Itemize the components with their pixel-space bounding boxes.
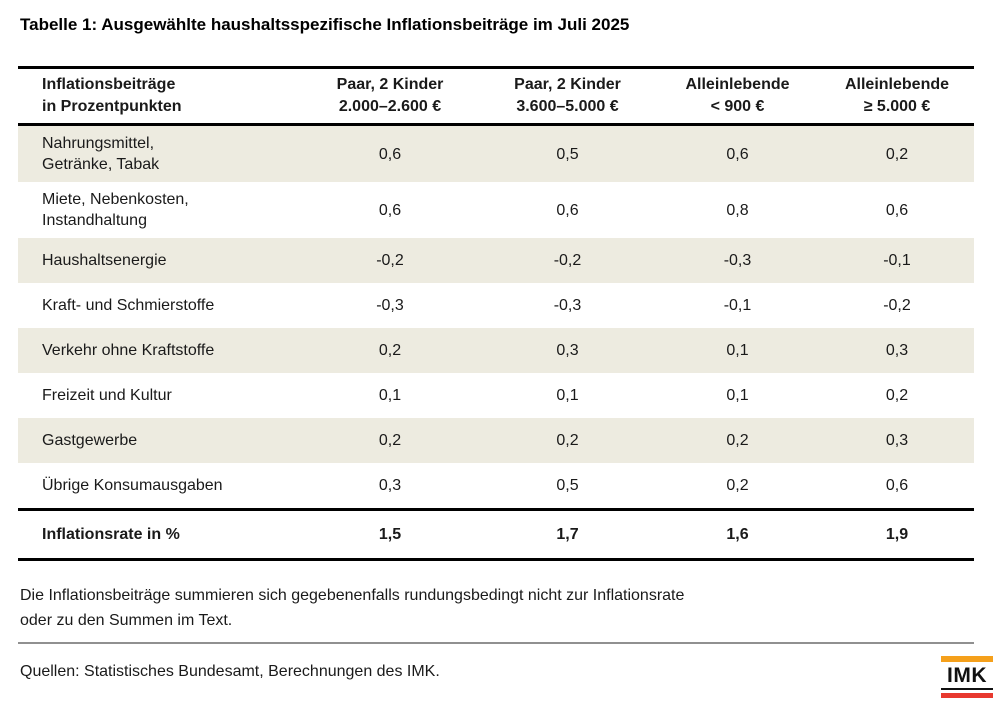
row-label: Kraft- und Schmierstoffe (42, 297, 215, 314)
row-label: Gastgewerbe (42, 432, 138, 449)
row-label: Haushaltsenergie (42, 252, 167, 269)
source-row: Quellen: Statistisches Bundesamt, Berech… (20, 656, 993, 698)
cell-value: 0,1 (556, 387, 579, 404)
cell-value: 0,6 (885, 477, 909, 494)
cell-value: 0,3 (378, 477, 402, 494)
cell-value: -0,2 (883, 297, 911, 314)
header-col-allein-unter-900: Alleinlebende < 900 € (655, 67, 820, 126)
total-cell-value: 1,7 (480, 508, 655, 561)
cell-value: 0,1 (726, 387, 749, 404)
source-divider-line (18, 642, 974, 644)
cell-value: -0,3 (376, 297, 404, 314)
cell-value: -0,2 (376, 252, 404, 269)
source-text: Quellen: Statistisches Bundesamt, Berech… (20, 663, 440, 680)
cell-value: -0,1 (723, 297, 752, 314)
table-row-gastgewerbe: Gastgewerbe 0,2 0,2 0,2 0,3 (18, 418, 974, 463)
cell-value: 0,5 (556, 145, 579, 163)
cell-value: 0,6 (885, 201, 909, 219)
header-col-paar-2000-2600: Paar, 2 Kinder 2.000–2.600 € (300, 67, 480, 126)
table-row-haushaltsenergie: Haushaltsenergie -0,2 -0,2 -0,3 -0,1 (18, 238, 974, 283)
imk-logo-orange-bar (941, 656, 993, 662)
imk-logo: IMK (941, 656, 993, 698)
table-row-freizeit: Freizeit und Kultur 0,1 0,1 0,1 0,2 (18, 373, 974, 418)
row-label: Freizeit und Kultur (42, 387, 172, 404)
cell-value: -0,3 (723, 252, 752, 269)
total-cell-value: 1,9 (820, 508, 974, 561)
cell-value: 0,1 (726, 342, 749, 359)
cell-value: 0,2 (726, 477, 749, 494)
cell-value: 0,2 (726, 432, 749, 449)
table-title: Tabelle 1: Ausgewählte haushaltsspezifis… (20, 15, 630, 34)
cell-value: -0,1 (883, 252, 911, 269)
header-row-label: Inflationsbeiträge in Prozentpunkten (18, 67, 300, 126)
inflation-contributions-table: Inflationsbeiträge in Prozentpunkten Paa… (18, 66, 974, 561)
row-label: Verkehr ohne Kraftstoffe (42, 342, 215, 359)
table-header-row: Inflationsbeiträge in Prozentpunkten Paa… (18, 67, 974, 126)
cell-value: 0,8 (726, 201, 749, 219)
cell-value: 0,6 (378, 145, 402, 163)
cell-value: 0,2 (885, 387, 909, 404)
cell-value: 0,2 (556, 432, 579, 449)
cell-value: 0,6 (726, 145, 749, 163)
table-row-verkehr: Verkehr ohne Kraftstoffe 0,2 0,3 0,1 0,3 (18, 328, 974, 373)
cell-value: -0,3 (553, 297, 582, 314)
table-row-kraftstoffe: Kraft- und Schmierstoffe -0,3 -0,3 -0,1 … (18, 283, 974, 328)
row-label: Übrige Konsumausgaben (42, 477, 223, 494)
table-row-miete: Miete, Nebenkosten, Instandhaltung 0,6 0… (18, 182, 974, 238)
imk-logo-text: IMK (941, 664, 993, 690)
cell-value: 0,5 (556, 477, 579, 494)
row-label: Miete, Nebenkosten, Instandhaltung (42, 191, 189, 229)
cell-value: 0,3 (556, 342, 579, 359)
cell-value: 0,6 (556, 201, 579, 219)
cell-value: 0,3 (885, 432, 909, 449)
imk-logo-red-bar (941, 693, 993, 698)
rounding-footnote: Die Inflationsbeiträge summieren sich ge… (20, 587, 685, 629)
table-row-uebrige: Übrige Konsumausgaben 0,3 0,5 0,2 0,6 (18, 463, 974, 510)
cell-value: -0,2 (553, 252, 582, 269)
cell-value: 0,6 (378, 201, 402, 219)
total-row-label: Inflationsrate in % (18, 508, 300, 561)
cell-value: 0,2 (378, 432, 402, 449)
cell-value: 0,1 (378, 387, 402, 404)
table-row-inflationsrate-total: Inflationsrate in % 1,5 1,7 1,6 1,9 (18, 508, 974, 561)
cell-value: 0,2 (378, 342, 402, 359)
header-col-paar-3600-5000: Paar, 2 Kinder 3.600–5.000 € (480, 67, 655, 126)
table-row-nahrungsmittel: Nahrungsmittel, Getränke, Tabak 0,6 0,5 … (18, 124, 974, 182)
row-label: Nahrungsmittel, Getränke, Tabak (42, 135, 160, 173)
cell-value: 0,2 (885, 145, 909, 163)
header-col-allein-ueber-5000: Alleinlebende ≥ 5.000 € (820, 67, 974, 126)
total-cell-value: 1,6 (655, 508, 820, 561)
cell-value: 0,3 (885, 342, 909, 359)
total-cell-value: 1,5 (300, 508, 480, 561)
